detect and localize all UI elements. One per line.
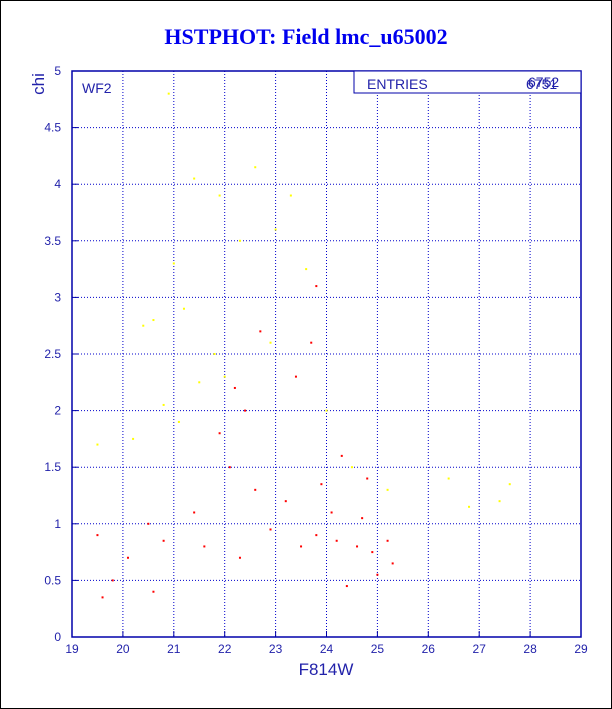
data-point [213,353,216,355]
x-tick-label: 21 [167,642,181,656]
data-point [198,381,201,384]
data-point [142,324,145,327]
data-point [147,522,150,525]
data-point [330,511,333,514]
y-tick-label: 3 [54,290,61,304]
data-point [269,341,272,344]
x-tick-label: 20 [116,642,130,656]
data-point [300,545,303,548]
data-point [361,517,364,520]
data-point [132,437,135,440]
points-layer [96,92,511,599]
data-point [218,432,221,435]
data-point [376,573,379,576]
data-point [371,551,374,554]
data-point [391,562,394,565]
data-point [96,443,99,446]
x-tick-label: 26 [422,642,436,656]
data-point [508,483,511,486]
data-point [269,528,272,531]
data-point [305,268,308,271]
y-tick-label: 5 [54,64,61,78]
y-tick-label: 2 [54,404,61,418]
data-point [289,194,292,197]
x-tick-label: 28 [523,642,537,656]
data-point [386,488,389,491]
y-tick-label: 1.5 [44,460,61,474]
data-point [284,500,287,503]
data-point [340,454,343,457]
stats-box-value: 6751 [526,76,557,92]
data-point [193,511,196,514]
data-point [310,341,313,344]
data-point [182,307,185,310]
x-tick-label: 27 [473,642,487,656]
data-point [162,403,165,406]
data-point [177,420,180,423]
data-point [101,596,104,599]
stats-box-value: 6752 [528,74,559,90]
data-point [203,545,206,548]
x-tick-label: 19 [65,642,79,656]
chart-title: HSTPHOT: Field lmc_u65002 [164,24,448,49]
data-point [345,585,348,588]
stats-box-label: ENTRIES [367,76,428,92]
y-tick-label: 4 [54,177,61,191]
y-tick-label: 0 [54,630,61,644]
grid-layer [72,71,581,637]
data-point [233,386,236,389]
data-point [244,409,247,412]
y-tick-label: 4.5 [44,121,61,135]
data-point [193,177,196,180]
data-point [126,556,129,559]
data-point [152,319,155,322]
data-point [259,330,262,333]
data-point [254,166,257,169]
data-point [152,590,155,593]
data-point [386,539,389,542]
data-point [228,466,231,469]
data-point [356,545,359,548]
data-point [325,409,328,412]
x-tick-label: 29 [574,642,588,656]
data-point [162,539,165,542]
x-tick-label: 24 [320,642,334,656]
data-point [315,285,318,288]
x-tick-label: 23 [269,642,283,656]
panel-label: WF2 [82,80,112,96]
data-point [350,466,353,469]
data-point [468,505,471,508]
data-point [167,92,170,95]
y-axis-title: chi [29,73,48,95]
data-point [498,500,501,503]
x-axis-title: F814W [299,660,354,679]
data-point [96,534,99,537]
data-point [238,556,241,559]
y-tick-label: 2.5 [44,347,61,361]
data-point [274,228,277,231]
x-tick-labels: 19 20 21 22 23 24 25 26 27 28 29 [65,631,588,656]
y-tick-label: 0.5 [44,573,61,587]
data-point [223,375,226,378]
data-point [315,534,318,537]
stats-box-frame [353,70,582,94]
data-point [320,483,323,486]
y-tick-labels: 0 0.5 1 1.5 2 2.5 3 3.5 4 4.5 5 [44,64,78,644]
y-tick-label: 1 [54,517,61,531]
x-tick-label: 22 [218,642,232,656]
y-tick-label: 3.5 [44,234,61,248]
x-tick-label: 25 [371,642,385,656]
data-point [335,539,338,542]
data-point [218,194,221,197]
data-point [111,579,114,582]
data-point [172,262,175,265]
stats-box: ENTRIES 6751 6752 [353,70,582,94]
data-point [254,488,257,491]
data-point [238,239,241,242]
data-point [447,477,450,480]
data-point [294,375,297,378]
data-point [366,477,369,480]
